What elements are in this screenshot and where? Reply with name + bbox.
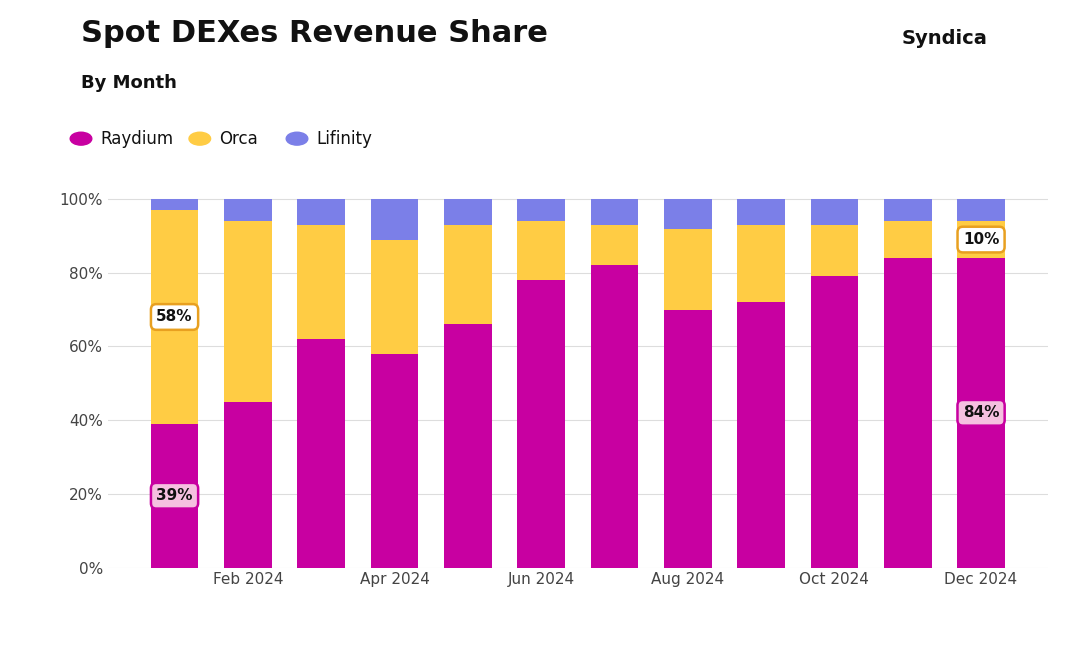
Bar [811,199,859,225]
Bar [517,221,565,280]
Bar [517,199,565,221]
Bar [297,225,345,339]
Text: 84%: 84% [962,405,999,421]
Bar [297,339,345,568]
Bar [151,199,199,210]
Text: 39%: 39% [157,488,193,503]
Bar [811,277,859,568]
Bar [370,239,418,354]
Bar [517,280,565,568]
Text: Syndica: Syndica [902,29,988,48]
Text: Raydium: Raydium [100,130,174,148]
Bar [591,199,638,225]
Bar [664,199,712,228]
Bar [444,225,491,324]
Bar [370,354,418,568]
Bar [957,199,1004,221]
Bar [883,258,932,568]
Bar [591,265,638,568]
Bar [883,199,932,221]
Text: 58%: 58% [157,310,193,324]
Bar [664,228,712,310]
Text: Spot DEXes Revenue Share: Spot DEXes Revenue Share [81,19,548,48]
Bar [883,221,932,258]
Bar [957,258,1004,568]
Bar [811,225,859,277]
Bar [738,303,785,568]
Bar [664,310,712,568]
Bar [224,221,272,402]
Text: 10%: 10% [963,232,999,247]
Text: Lifinity: Lifinity [316,130,373,148]
Text: By Month: By Month [81,74,177,92]
Bar [224,402,272,568]
Bar [151,210,199,424]
Bar [444,324,491,568]
Bar [444,199,491,225]
Bar [591,225,638,265]
Bar [957,221,1004,258]
Bar [738,225,785,303]
Bar [151,424,199,568]
Bar [370,199,418,239]
Text: Orca: Orca [219,130,258,148]
Bar [297,199,345,225]
Bar [738,199,785,225]
Bar [224,199,272,221]
